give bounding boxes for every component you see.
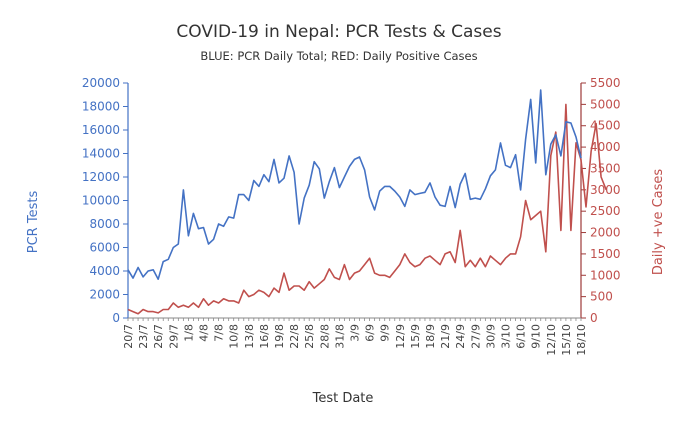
right-tick-label: 3000 bbox=[590, 183, 621, 197]
x-tick-label: 28/8 bbox=[318, 324, 331, 349]
x-tick-label: 1/8 bbox=[182, 324, 195, 342]
x-tick-label: 16/8 bbox=[258, 324, 271, 349]
x-tick-label: 12/9 bbox=[394, 324, 407, 349]
x-axis: 20/7 23/7 26/7 29/7 1/8 4/8 7/8 10/8 13/8 16/8 19/… bbox=[122, 318, 588, 356]
x-tick-label: 10/8 bbox=[228, 324, 241, 349]
x-tick-label: 18/9 bbox=[424, 324, 437, 349]
x-tick-label: 30/9 bbox=[484, 324, 497, 349]
right-tick-label: 1000 bbox=[590, 268, 621, 282]
left-tick-label: 2000 bbox=[89, 288, 120, 302]
x-tick-label: 18/10 bbox=[575, 324, 588, 356]
right-tick-label: 0 bbox=[590, 311, 598, 325]
left-tick-label: 20000 bbox=[82, 76, 120, 90]
left-tick-label: 10000 bbox=[82, 194, 120, 208]
left-tick-label: 8000 bbox=[89, 217, 120, 231]
x-axis-title: Test Date bbox=[312, 391, 374, 406]
x-tick-label: 25/8 bbox=[303, 324, 316, 349]
series-group bbox=[127, 89, 607, 315]
x-tick-label: 15/10 bbox=[560, 324, 573, 356]
x-tick-label: 27/9 bbox=[469, 324, 482, 349]
x-tick-label: 19/8 bbox=[273, 324, 286, 349]
x-tick-label: 15/9 bbox=[409, 324, 422, 349]
left-tick-label: 4000 bbox=[89, 264, 120, 278]
plot-area: 0200040006000800010000120001400016000180… bbox=[82, 76, 621, 356]
x-tick-label: 23/7 bbox=[137, 324, 150, 349]
x-tick-label: 3/10 bbox=[500, 324, 513, 349]
x-tick-label: 7/8 bbox=[213, 324, 226, 342]
x-tick-label: 20/7 bbox=[122, 324, 135, 349]
x-tick-label: 13/8 bbox=[243, 324, 256, 349]
pcr-tests-line bbox=[127, 89, 582, 281]
left-tick-label: 18000 bbox=[82, 100, 120, 114]
x-tick-label: 21/9 bbox=[439, 324, 452, 349]
x-tick-label: 6/9 bbox=[364, 324, 377, 342]
x-tick-label: 4/8 bbox=[198, 324, 211, 342]
right-tick-label: 3500 bbox=[590, 161, 621, 175]
right-tick-label: 2000 bbox=[590, 226, 621, 240]
x-tick-label: 24/9 bbox=[454, 324, 467, 349]
right-axis-title: Daily +ve Cases bbox=[651, 169, 666, 276]
left-tick-label: 16000 bbox=[82, 123, 120, 137]
positive-cases-line bbox=[127, 103, 607, 315]
x-tick-label: 6/10 bbox=[515, 324, 528, 349]
right-tick-label: 5000 bbox=[590, 97, 621, 111]
x-tick-label: 22/8 bbox=[288, 324, 301, 349]
left-axis: 0 2000 4000 6000 8000 10000 12000 14000 16000 180… bbox=[82, 76, 128, 325]
x-tick-label: 9/9 bbox=[379, 324, 392, 342]
left-tick-label: 0 bbox=[112, 311, 120, 325]
x-tick-label: 12/10 bbox=[545, 324, 558, 356]
left-tick-label: 12000 bbox=[82, 170, 120, 184]
left-tick-label: 14000 bbox=[82, 147, 120, 161]
left-tick-label: 6000 bbox=[89, 241, 120, 255]
right-tick-label: 2500 bbox=[590, 204, 621, 218]
right-tick-label: 1500 bbox=[590, 247, 621, 261]
right-tick-label: 4000 bbox=[590, 140, 621, 154]
left-axis-title: PCR Tests bbox=[26, 191, 41, 254]
x-tick-label: 26/7 bbox=[152, 324, 165, 349]
right-axis: 0 500 1000 1500 2000 2500 3000 3500 4000 4500 5000… bbox=[581, 76, 621, 325]
right-tick-label: 4500 bbox=[590, 119, 621, 133]
chart-title: COVID-19 in Nepal: PCR Tests & Cases bbox=[176, 22, 501, 42]
x-tick-label: 29/7 bbox=[167, 324, 180, 349]
right-tick-label: 500 bbox=[590, 290, 613, 304]
x-tick-label: 9/10 bbox=[530, 324, 543, 349]
chart-subtitle: BLUE: PCR Daily Total; RED: Daily Positi… bbox=[200, 49, 477, 63]
x-tick-label: 31/8 bbox=[333, 324, 346, 349]
x-tick-label: 3/9 bbox=[349, 324, 362, 342]
right-tick-label: 5500 bbox=[590, 76, 621, 90]
